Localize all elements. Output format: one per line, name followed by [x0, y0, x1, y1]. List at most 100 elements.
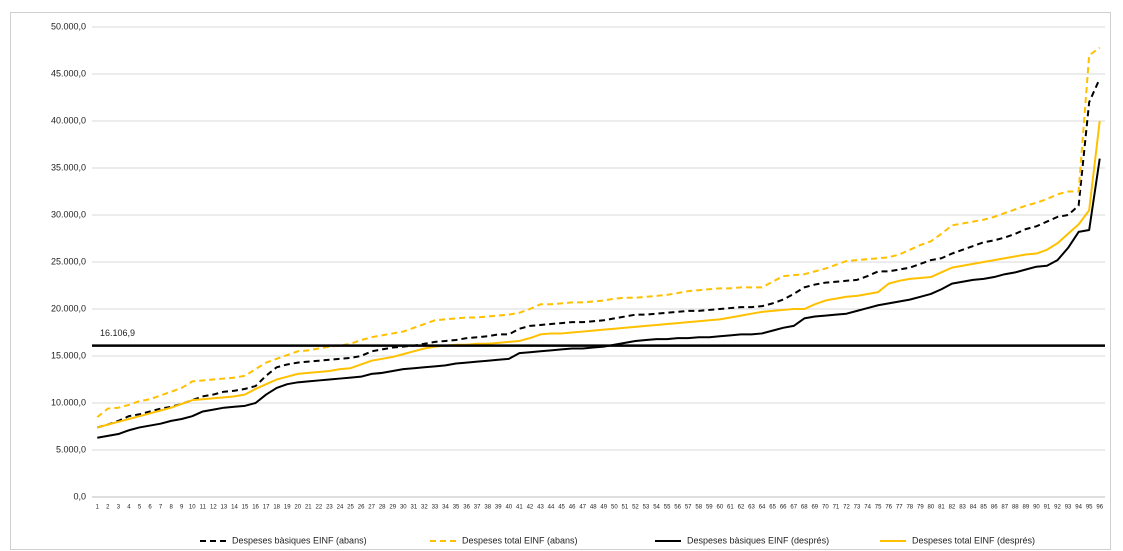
- x-tick-label: 25: [347, 505, 354, 511]
- x-tick-label: 77: [896, 505, 903, 511]
- x-tick-label: 56: [674, 505, 681, 511]
- x-tick-label: 20: [294, 505, 301, 511]
- x-tick-label: 67: [790, 505, 797, 511]
- legend-label: Despeses bàsiques EINF (abans): [232, 535, 367, 545]
- x-tick-label: 64: [759, 505, 766, 511]
- x-tick-label: 58: [695, 505, 702, 511]
- x-tick-label: 34: [442, 505, 449, 511]
- x-tick-label: 90: [1033, 505, 1040, 511]
- x-tick-label: 6: [148, 505, 152, 511]
- x-tick-label: 52: [632, 505, 639, 511]
- x-tick-label: 7: [159, 505, 163, 511]
- x-tick-label: 87: [1001, 505, 1008, 511]
- x-tick-label: 15: [242, 505, 249, 511]
- x-tick-label: 4: [127, 505, 131, 511]
- x-tick-label: 75: [875, 505, 882, 511]
- x-tick-label: 40: [505, 505, 512, 511]
- y-tick-label: 25.000,0: [51, 256, 86, 266]
- y-tick-label: 30.000,0: [51, 209, 86, 219]
- x-tick-label: 23: [326, 505, 333, 511]
- x-tick-label: 47: [579, 505, 586, 511]
- x-tick-label: 10: [189, 505, 196, 511]
- x-tick-label: 31: [410, 505, 417, 511]
- x-tick-label: 26: [358, 505, 365, 511]
- x-tick-label: 8: [169, 505, 173, 511]
- y-tick-label: 45.000,0: [51, 68, 86, 78]
- x-tick-label: 86: [991, 505, 998, 511]
- x-tick-label: 14: [231, 505, 238, 511]
- x-tick-label: 76: [885, 505, 892, 511]
- x-tick-label: 1: [96, 505, 100, 511]
- y-tick-label: 15.000,0: [51, 350, 86, 360]
- x-tick-label: 38: [484, 505, 491, 511]
- x-tick-label: 39: [495, 505, 502, 511]
- x-tick-label: 43: [537, 505, 544, 511]
- x-tick-label: 92: [1054, 505, 1061, 511]
- legend-label: Despeses total EINF (abans): [462, 535, 578, 545]
- x-tick-label: 65: [769, 505, 776, 511]
- x-tick-label: 2: [106, 505, 110, 511]
- x-tick-label: 57: [685, 505, 692, 511]
- x-tick-label: 63: [748, 505, 755, 511]
- reference-label: 16.106,9: [100, 328, 135, 338]
- x-tick-label: 36: [463, 505, 470, 511]
- y-tick-label: 0,0: [73, 491, 86, 501]
- y-tick-label: 35.000,0: [51, 162, 86, 172]
- x-tick-label: 55: [664, 505, 671, 511]
- x-tick-label: 18: [273, 505, 280, 511]
- x-tick-label: 46: [569, 505, 576, 511]
- x-tick-label: 30: [400, 505, 407, 511]
- x-tick-label: 60: [717, 505, 724, 511]
- y-tick-label: 40.000,0: [51, 115, 86, 125]
- x-tick-label: 66: [780, 505, 787, 511]
- x-tick-label: 21: [305, 505, 312, 511]
- x-tick-label: 73: [854, 505, 861, 511]
- x-tick-label: 45: [558, 505, 565, 511]
- x-tick-label: 48: [590, 505, 597, 511]
- x-tick-label: 78: [906, 505, 913, 511]
- x-tick-label: 37: [474, 505, 481, 511]
- x-tick-label: 12: [210, 505, 217, 511]
- x-tick-label: 49: [600, 505, 607, 511]
- x-tick-label: 95: [1086, 505, 1093, 511]
- x-tick-label: 54: [653, 505, 660, 511]
- x-tick-label: 17: [263, 505, 270, 511]
- x-tick-label: 11: [200, 505, 207, 511]
- legend-label: Despeses bàsiques EINF (després): [687, 535, 829, 545]
- x-tick-label: 91: [1044, 505, 1051, 511]
- x-tick-label: 72: [843, 505, 850, 511]
- x-tick-label: 79: [917, 505, 924, 511]
- x-tick-label: 50: [611, 505, 618, 511]
- x-tick-label: 13: [221, 505, 228, 511]
- x-tick-label: 94: [1075, 505, 1082, 511]
- y-tick-label: 20.000,0: [51, 303, 86, 313]
- x-tick-label: 22: [316, 505, 323, 511]
- y-tick-label: 50.000,0: [51, 21, 86, 31]
- series-line: [97, 120, 1101, 429]
- x-tick-label: 29: [389, 505, 396, 511]
- chart-frame: [10, 12, 1111, 550]
- x-tick-label: 70: [822, 505, 829, 511]
- x-tick-label: 68: [801, 505, 808, 511]
- x-tick-label: 27: [368, 505, 375, 511]
- x-tick-label: 33: [432, 505, 439, 511]
- legend-label: Despeses total EINF (després): [912, 535, 1035, 545]
- x-tick-label: 88: [1012, 505, 1019, 511]
- x-tick-label: 44: [548, 505, 555, 511]
- x-tick-label: 28: [379, 505, 386, 511]
- x-tick-label: 85: [980, 505, 987, 511]
- x-tick-label: 82: [949, 505, 956, 511]
- x-tick-label: 19: [284, 505, 291, 511]
- x-tick-label: 83: [959, 505, 966, 511]
- x-tick-label: 61: [727, 505, 734, 511]
- x-tick-label: 69: [811, 505, 818, 511]
- x-tick-label: 59: [706, 505, 713, 511]
- x-tick-label: 35: [453, 505, 460, 511]
- x-tick-label: 9: [180, 505, 184, 511]
- x-tick-label: 62: [738, 505, 745, 511]
- x-tick-label: 93: [1065, 505, 1072, 511]
- y-tick-label: 5.000,0: [56, 444, 86, 454]
- x-tick-label: 5: [138, 505, 142, 511]
- series-line: [96, 46, 1101, 418]
